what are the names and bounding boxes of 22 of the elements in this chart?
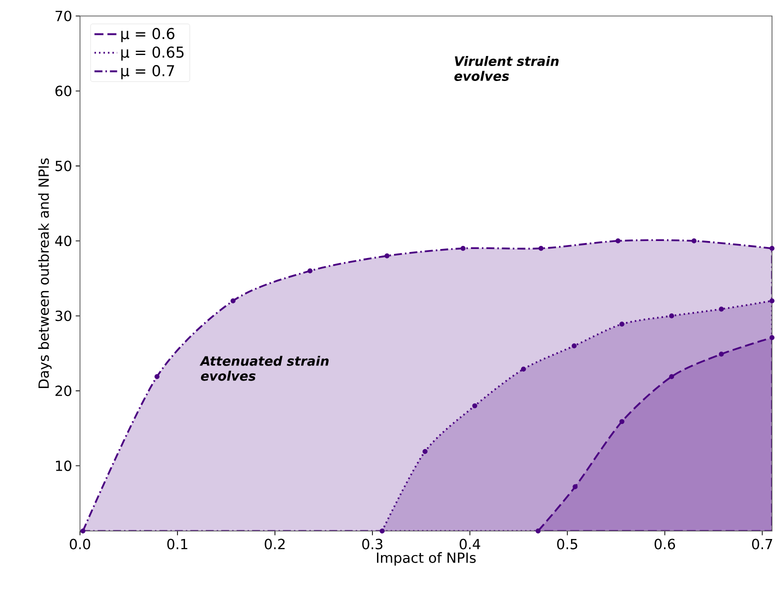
x-tick-label: 0.7 (752, 538, 772, 550)
y-tick-label: 50 (56, 160, 72, 172)
x-tick-label: 0.0 (70, 538, 90, 550)
annotation: Attenuated strain evolves (200, 356, 329, 381)
y-tick-label: 20 (55, 386, 72, 396)
legend-label: μ = 0.7 (121, 65, 174, 80)
y-axis-title: Days between outbreak and NPIs (38, 158, 52, 388)
y-tick-label: 40 (55, 236, 72, 246)
y-tick-label: 60 (55, 86, 72, 96)
x-tick-label: 0.4 (460, 538, 480, 550)
annotation: Virulent strain evolves (454, 56, 559, 81)
legend-label: μ = 0.6 (121, 28, 174, 42)
y-tick-label: 30 (56, 310, 72, 322)
x-tick-label: 0.2 (264, 538, 285, 550)
y-tick-label: 10 (56, 460, 72, 472)
y-tick-label: 70 (56, 10, 72, 22)
x-axis-title: Impact of NPIs (376, 552, 476, 566)
x-tick-label: 0.1 (167, 538, 188, 550)
legend-label: μ = 0.65 (121, 46, 184, 61)
x-tick-label: 0.6 (654, 538, 676, 550)
x-tick-label: 0.3 (362, 538, 382, 550)
x-tick-label: 0.5 (557, 538, 578, 550)
